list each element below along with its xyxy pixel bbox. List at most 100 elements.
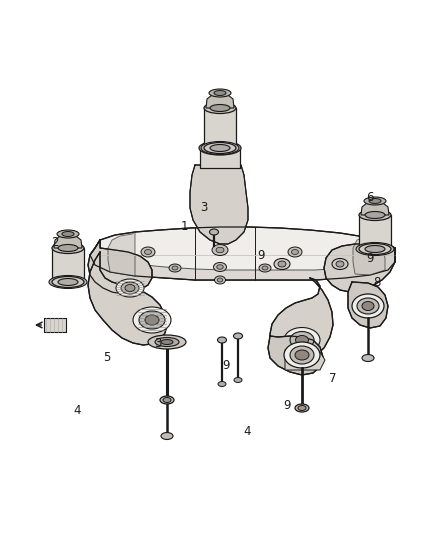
Text: 5: 5 (104, 351, 111, 364)
Ellipse shape (57, 230, 79, 238)
Ellipse shape (218, 337, 226, 343)
Ellipse shape (365, 212, 385, 219)
Ellipse shape (204, 102, 236, 114)
Polygon shape (353, 237, 385, 275)
Ellipse shape (292, 249, 299, 254)
Ellipse shape (369, 198, 381, 204)
Ellipse shape (259, 264, 271, 272)
Ellipse shape (49, 276, 87, 288)
Ellipse shape (218, 382, 226, 386)
Polygon shape (324, 244, 395, 292)
Ellipse shape (161, 432, 173, 440)
Ellipse shape (145, 315, 159, 325)
Ellipse shape (209, 229, 219, 235)
Polygon shape (90, 227, 395, 280)
Ellipse shape (262, 266, 268, 270)
Ellipse shape (52, 243, 84, 254)
Text: 4: 4 (73, 404, 81, 417)
Polygon shape (108, 232, 135, 276)
Ellipse shape (161, 340, 173, 344)
Polygon shape (90, 240, 100, 270)
Ellipse shape (52, 277, 84, 287)
Ellipse shape (278, 261, 286, 267)
Text: 3: 3 (200, 201, 207, 214)
Polygon shape (270, 278, 333, 362)
Text: 2: 2 (51, 236, 59, 249)
Ellipse shape (217, 265, 223, 269)
Ellipse shape (62, 231, 74, 237)
Ellipse shape (148, 335, 186, 349)
Ellipse shape (357, 298, 379, 314)
Text: 9: 9 (222, 359, 230, 372)
Ellipse shape (288, 247, 302, 257)
Ellipse shape (169, 264, 181, 272)
Ellipse shape (359, 244, 391, 254)
Ellipse shape (201, 141, 239, 155)
Ellipse shape (116, 279, 144, 297)
Polygon shape (206, 93, 234, 108)
Ellipse shape (206, 143, 234, 152)
Ellipse shape (296, 335, 308, 344)
Ellipse shape (160, 396, 174, 404)
Ellipse shape (58, 279, 78, 286)
Polygon shape (88, 252, 167, 345)
Text: 9: 9 (283, 399, 291, 411)
Text: 6: 6 (366, 191, 374, 204)
Ellipse shape (163, 398, 171, 402)
Ellipse shape (217, 278, 223, 282)
Polygon shape (361, 201, 389, 215)
Ellipse shape (215, 276, 226, 284)
Ellipse shape (290, 332, 314, 349)
Ellipse shape (364, 197, 386, 205)
Text: 3: 3 (154, 337, 161, 350)
Ellipse shape (352, 294, 384, 318)
Ellipse shape (204, 142, 236, 154)
Polygon shape (54, 234, 82, 248)
Ellipse shape (209, 89, 231, 97)
Ellipse shape (336, 261, 344, 267)
Ellipse shape (145, 249, 152, 254)
Ellipse shape (298, 406, 306, 410)
Polygon shape (268, 336, 323, 375)
Ellipse shape (284, 342, 320, 368)
Polygon shape (359, 215, 391, 249)
Polygon shape (190, 165, 248, 244)
Polygon shape (348, 282, 388, 328)
Ellipse shape (234, 377, 242, 383)
Ellipse shape (362, 302, 374, 311)
Text: 9: 9 (257, 249, 265, 262)
Polygon shape (200, 148, 240, 168)
Ellipse shape (210, 104, 230, 111)
Text: 4: 4 (244, 425, 251, 438)
Ellipse shape (290, 346, 314, 364)
Ellipse shape (212, 245, 228, 255)
Ellipse shape (125, 285, 135, 292)
Ellipse shape (359, 209, 391, 221)
Ellipse shape (139, 311, 165, 329)
Ellipse shape (58, 245, 78, 252)
Ellipse shape (233, 333, 243, 339)
Ellipse shape (155, 337, 179, 346)
Text: 7: 7 (329, 372, 337, 385)
Ellipse shape (172, 266, 178, 270)
Ellipse shape (295, 404, 309, 412)
Ellipse shape (332, 259, 348, 270)
Ellipse shape (274, 259, 290, 270)
Polygon shape (44, 318, 66, 332)
Ellipse shape (141, 247, 155, 257)
Ellipse shape (365, 246, 385, 253)
Polygon shape (204, 108, 236, 148)
Text: 9: 9 (366, 252, 374, 265)
Ellipse shape (214, 91, 226, 95)
Polygon shape (88, 240, 152, 294)
Ellipse shape (121, 282, 139, 294)
Ellipse shape (356, 243, 394, 255)
Ellipse shape (199, 141, 241, 155)
Polygon shape (52, 248, 84, 282)
Ellipse shape (362, 354, 374, 361)
Ellipse shape (284, 327, 320, 352)
Polygon shape (95, 252, 395, 280)
Ellipse shape (295, 350, 309, 360)
Polygon shape (285, 348, 325, 370)
Ellipse shape (133, 307, 171, 333)
